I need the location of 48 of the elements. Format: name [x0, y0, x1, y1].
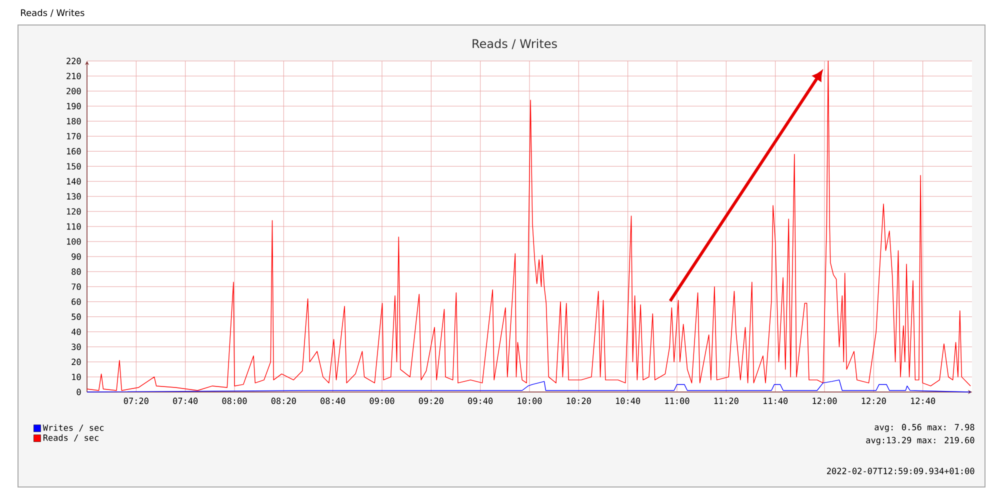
y-tick-label: 150	[67, 163, 81, 170]
y-tick-label: 60	[72, 298, 81, 305]
y-tick-label: 120	[67, 208, 81, 215]
y-tick-label: 160	[67, 148, 81, 154]
y-tick-label: 180	[67, 118, 81, 124]
x-tick-label: 07:40	[173, 398, 198, 404]
y-tick-label: 30	[72, 344, 81, 350]
x-tick-label: 08:00	[222, 398, 247, 404]
x-tick-label: 08:20	[271, 398, 296, 404]
y-tick-label: 10	[72, 374, 81, 380]
y-tick-label: 200	[66, 88, 81, 94]
x-tick-label: 09:40	[468, 398, 493, 404]
text: Reads / Writes	[21, 9, 84, 17]
x-tick-label: 12:00	[812, 398, 837, 404]
chart-title: Reads / Writes	[472, 38, 557, 50]
y-tick-label: 220	[66, 58, 81, 64]
y-tick-label: 20	[72, 358, 81, 366]
y-tick-label: 170	[67, 133, 81, 140]
y-tick-label: 70	[72, 283, 81, 290]
x-tick-label: 10:20	[566, 398, 591, 404]
text: avg:13.29 max: 219.60	[866, 436, 974, 446]
x-tick-label: 09:20	[418, 398, 444, 404]
y-tick-label: 110	[67, 223, 81, 230]
y-tick-label: 140	[67, 178, 81, 185]
x-tick-label: 10:00	[518, 398, 542, 404]
x-tick-label: 12:40	[911, 398, 936, 404]
x-tick-label: 11:00	[665, 398, 690, 404]
y-tick-label: 90	[72, 253, 81, 260]
x-tick-label: 10:40	[616, 398, 640, 404]
x-tick-label: 12:20	[862, 398, 886, 404]
y-tick-label: 40	[72, 328, 81, 336]
x-tick-label: 11:40	[764, 398, 788, 404]
text: avg: 0.56 max: 7.98	[874, 424, 974, 432]
x-tick-label: 08:40	[320, 398, 346, 404]
x-tick-label: 11:20	[714, 398, 738, 404]
text: 2022-02-07T12:59:09.934+01:00	[827, 468, 974, 474]
y-tick-label: 0	[76, 388, 81, 396]
line-series	[86, 60, 971, 391]
y-tick-label: 190	[67, 102, 81, 110]
y-tick-label: 210	[66, 72, 81, 80]
y-tick-label: 80	[72, 268, 81, 275]
y-tick-label: 130	[67, 193, 81, 200]
legend-label: Writes / sec	[42, 424, 104, 432]
y-tick-label: 100	[67, 238, 81, 245]
y-tick-label: 50	[72, 314, 81, 320]
x-tick-label: 07:20	[124, 398, 148, 404]
legend-label: Reads / sec	[43, 434, 98, 442]
x-tick-label: 09:00	[370, 398, 394, 404]
